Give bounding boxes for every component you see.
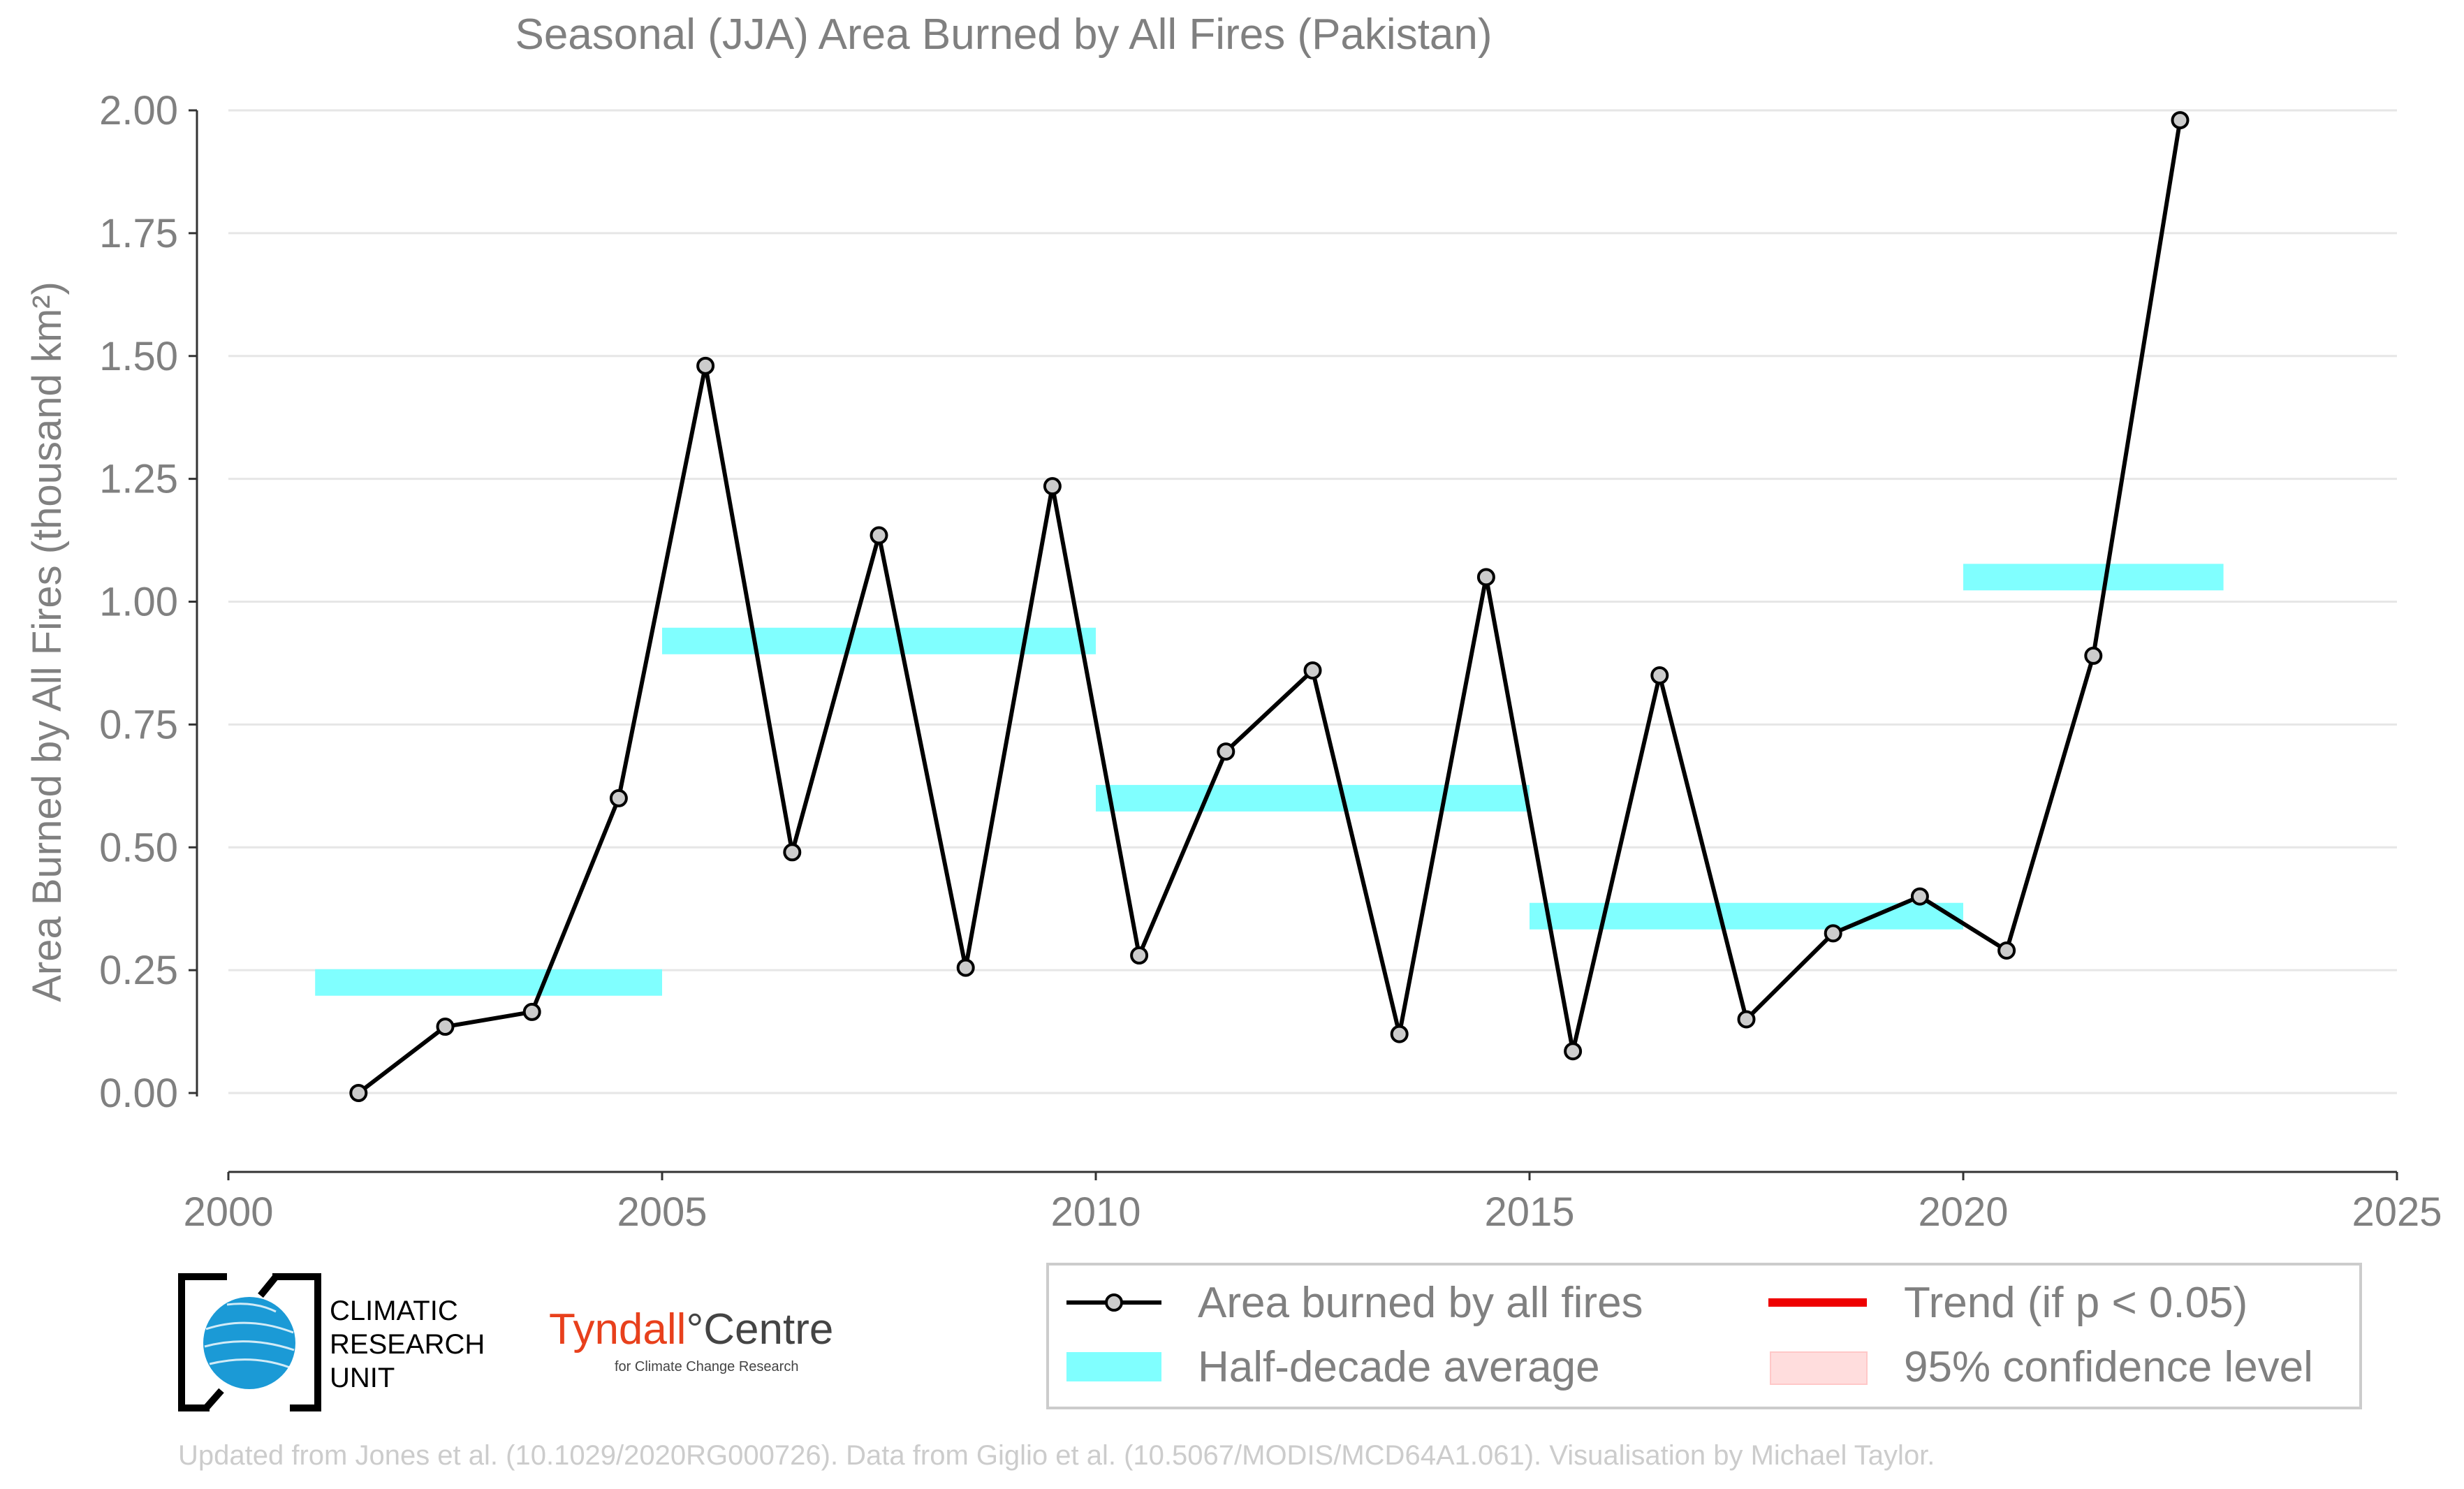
credit-line: Updated from Jones et al. (10.1029/2020R… — [178, 1440, 1935, 1471]
legend-label-line: Area burned by all fires — [1198, 1279, 1643, 1327]
data-point — [870, 526, 888, 545]
legend-swatch-confidence — [1770, 1351, 1868, 1385]
data-point — [1476, 568, 1495, 587]
data-point — [349, 1084, 368, 1102]
data-point — [2171, 111, 2190, 130]
x-tick-label: 2010 — [1050, 1189, 1141, 1235]
data-point — [1564, 1042, 1583, 1061]
y-tick-label: 0.00 — [99, 1071, 178, 1116]
legend-swatch-average — [1066, 1352, 1161, 1381]
legend-label-trend: Trend (if p < 0.05) — [1904, 1279, 2247, 1327]
data-point — [1824, 924, 1842, 943]
legend: Area burned by all fires Trend (if p < 0.… — [1046, 1263, 2362, 1409]
half-decade-average-band — [1096, 784, 1530, 812]
tyndall-logo-text: Tyndall°Centre — [549, 1305, 833, 1354]
x-tick-label: 2015 — [1484, 1189, 1574, 1235]
data-point — [1303, 661, 1322, 680]
legend-box — [1046, 1263, 2362, 1409]
y-tick-label: 0.75 — [99, 702, 178, 747]
gridlines — [228, 109, 2397, 1094]
x-tick-label: 2005 — [617, 1189, 707, 1235]
data-point — [1910, 887, 1929, 906]
y-tick-label: 0.25 — [99, 948, 178, 993]
data-point — [522, 1002, 541, 1021]
data-point — [783, 843, 802, 862]
y-tick-label: 1.75 — [99, 211, 178, 256]
half-decade-average-bands — [315, 564, 2224, 996]
y-axis-label: Area Burned by All Fires (thousand km²) — [24, 281, 70, 1002]
x-tick-label: 2025 — [2352, 1189, 2442, 1235]
y-tick-label: 0.50 — [99, 825, 178, 870]
data-point — [1737, 1010, 1756, 1029]
data-point — [436, 1018, 455, 1036]
series-area-burned — [349, 111, 2190, 1102]
data-point — [696, 356, 715, 375]
y-tick-label: 1.00 — [99, 580, 178, 625]
legend-label-avg: Half-decade average — [1198, 1343, 1600, 1391]
y-tick-label: 2.00 — [99, 88, 178, 133]
axes: 0.00 0.25 0.50 0.75 1.00 1.25 1.50 1.75 2.00 2000… — [99, 88, 2442, 1235]
x-tick-label: 2020 — [1918, 1189, 2008, 1235]
y-tick-label: 1.25 — [99, 457, 178, 502]
cru-globe-icon — [178, 1273, 321, 1411]
data-point — [1217, 742, 1235, 761]
tyndall-name-part1: Tyndall — [549, 1305, 687, 1354]
cru-line-2: RESEARCH — [330, 1329, 485, 1360]
tyndall-subtitle: for Climate Change Research — [615, 1359, 799, 1374]
half-decade-average-band — [662, 627, 1096, 654]
legend-label-ci: 95% confidence level — [1904, 1343, 2313, 1391]
data-point — [1390, 1025, 1409, 1043]
x-tick-label: 2000 — [183, 1189, 273, 1235]
data-point — [1997, 941, 2016, 960]
half-decade-average-band — [1963, 564, 2224, 591]
data-point — [956, 958, 975, 977]
cru-logo — [178, 1273, 321, 1411]
data-point — [2084, 646, 2103, 665]
chart-title: Seasonal (JJA) Area Burned by All Fires … — [515, 10, 1492, 59]
data-point — [1043, 477, 1062, 496]
cru-logo-text: CLIMATIC RESEARCH UNIT — [330, 1294, 485, 1395]
cru-line-3: UNIT — [330, 1363, 395, 1393]
y-tick-label: 1.50 — [99, 334, 178, 379]
half-decade-average-band — [315, 969, 662, 996]
legend-swatch-marker — [1105, 1293, 1123, 1312]
series-line — [357, 119, 2183, 1095]
cru-line-1: CLIMATIC — [330, 1296, 458, 1326]
data-point — [1650, 666, 1669, 685]
tyndall-name-part2: °Centre — [686, 1305, 834, 1354]
data-point — [609, 788, 628, 807]
data-point — [1130, 946, 1149, 965]
